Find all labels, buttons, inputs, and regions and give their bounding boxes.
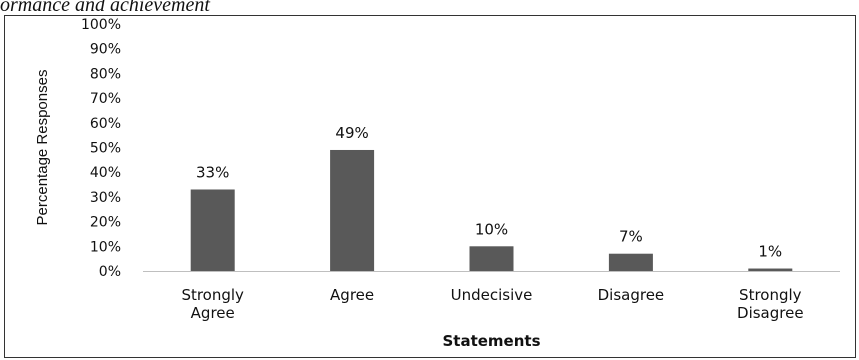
category-label: Disagree [737, 304, 804, 322]
data-label: 1% [758, 243, 782, 261]
bar [469, 246, 514, 271]
y-tick-label: 80% [90, 66, 121, 82]
y-axis-title: Percentage Responses [34, 70, 51, 226]
data-label: 10% [475, 220, 508, 238]
bar [190, 189, 235, 271]
chart-frame [4, 15, 856, 358]
y-tick-label: 10% [90, 239, 121, 255]
bar [608, 253, 653, 271]
y-axis-ticks: 0% 10% 20% 30% 40% 50% 60% 70% 80% 90% 100% [81, 17, 121, 280]
category-label: Strongly [181, 286, 244, 304]
y-tick-label: 50% [90, 141, 121, 157]
y-tick-label: 70% [90, 91, 121, 107]
y-tick-label: 100% [81, 17, 121, 33]
y-tick-label: 30% [90, 190, 121, 206]
y-tick-label: 60% [90, 116, 121, 132]
data-labels: 33% 49% 10% 7% 1% [196, 124, 782, 261]
bar [330, 149, 375, 271]
data-label: 7% [619, 228, 643, 246]
bar [748, 268, 793, 271]
y-tick-label: 0% [99, 264, 121, 280]
y-tick-label: 90% [90, 42, 121, 58]
y-tick-label: 40% [90, 165, 121, 181]
category-label: Agree [330, 286, 374, 304]
data-label: 49% [335, 124, 368, 142]
y-tick-label: 20% [90, 215, 121, 231]
data-label: 33% [196, 163, 229, 181]
category-label: Undecisive [451, 286, 533, 304]
bars [190, 149, 793, 271]
x-axis-title: Statements [442, 332, 540, 350]
figure-caption: ormance and achievement [0, 0, 210, 16]
category-label: Agree [191, 304, 235, 322]
category-label: Strongly [739, 286, 802, 304]
category-label: Disagree [598, 286, 665, 304]
